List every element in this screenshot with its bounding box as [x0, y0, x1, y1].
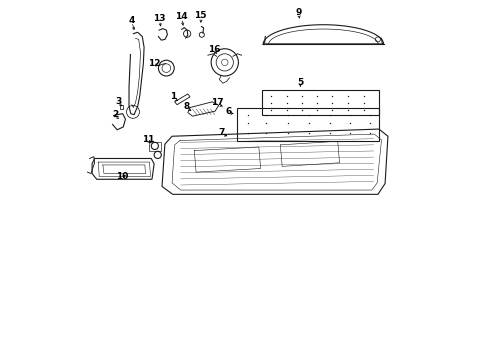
Text: 1: 1 — [170, 92, 176, 101]
Text: 15: 15 — [194, 11, 206, 20]
Text: 4: 4 — [128, 16, 135, 25]
Text: 5: 5 — [296, 78, 303, 87]
Text: 13: 13 — [153, 14, 165, 23]
Bar — [236, 108, 379, 141]
Text: 8: 8 — [183, 102, 190, 111]
Text: 12: 12 — [147, 59, 160, 68]
Text: 17: 17 — [211, 98, 224, 107]
Text: 16: 16 — [207, 45, 220, 54]
Text: 9: 9 — [294, 8, 301, 17]
Text: 7: 7 — [218, 128, 224, 137]
Text: 14: 14 — [175, 12, 188, 21]
Text: 10: 10 — [116, 172, 128, 181]
Text: 11: 11 — [142, 135, 154, 144]
Text: 6: 6 — [225, 107, 231, 116]
Text: 3: 3 — [115, 96, 121, 105]
Text: 2: 2 — [112, 110, 118, 119]
Bar — [261, 90, 378, 116]
